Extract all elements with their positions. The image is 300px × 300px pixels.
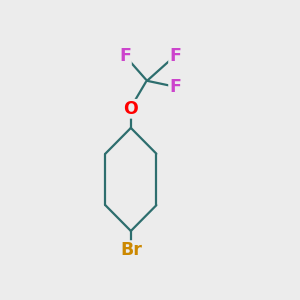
Text: Br: Br — [120, 241, 142, 259]
Text: F: F — [119, 47, 131, 65]
Text: F: F — [169, 47, 181, 65]
Text: O: O — [124, 100, 138, 118]
Text: F: F — [169, 78, 181, 96]
